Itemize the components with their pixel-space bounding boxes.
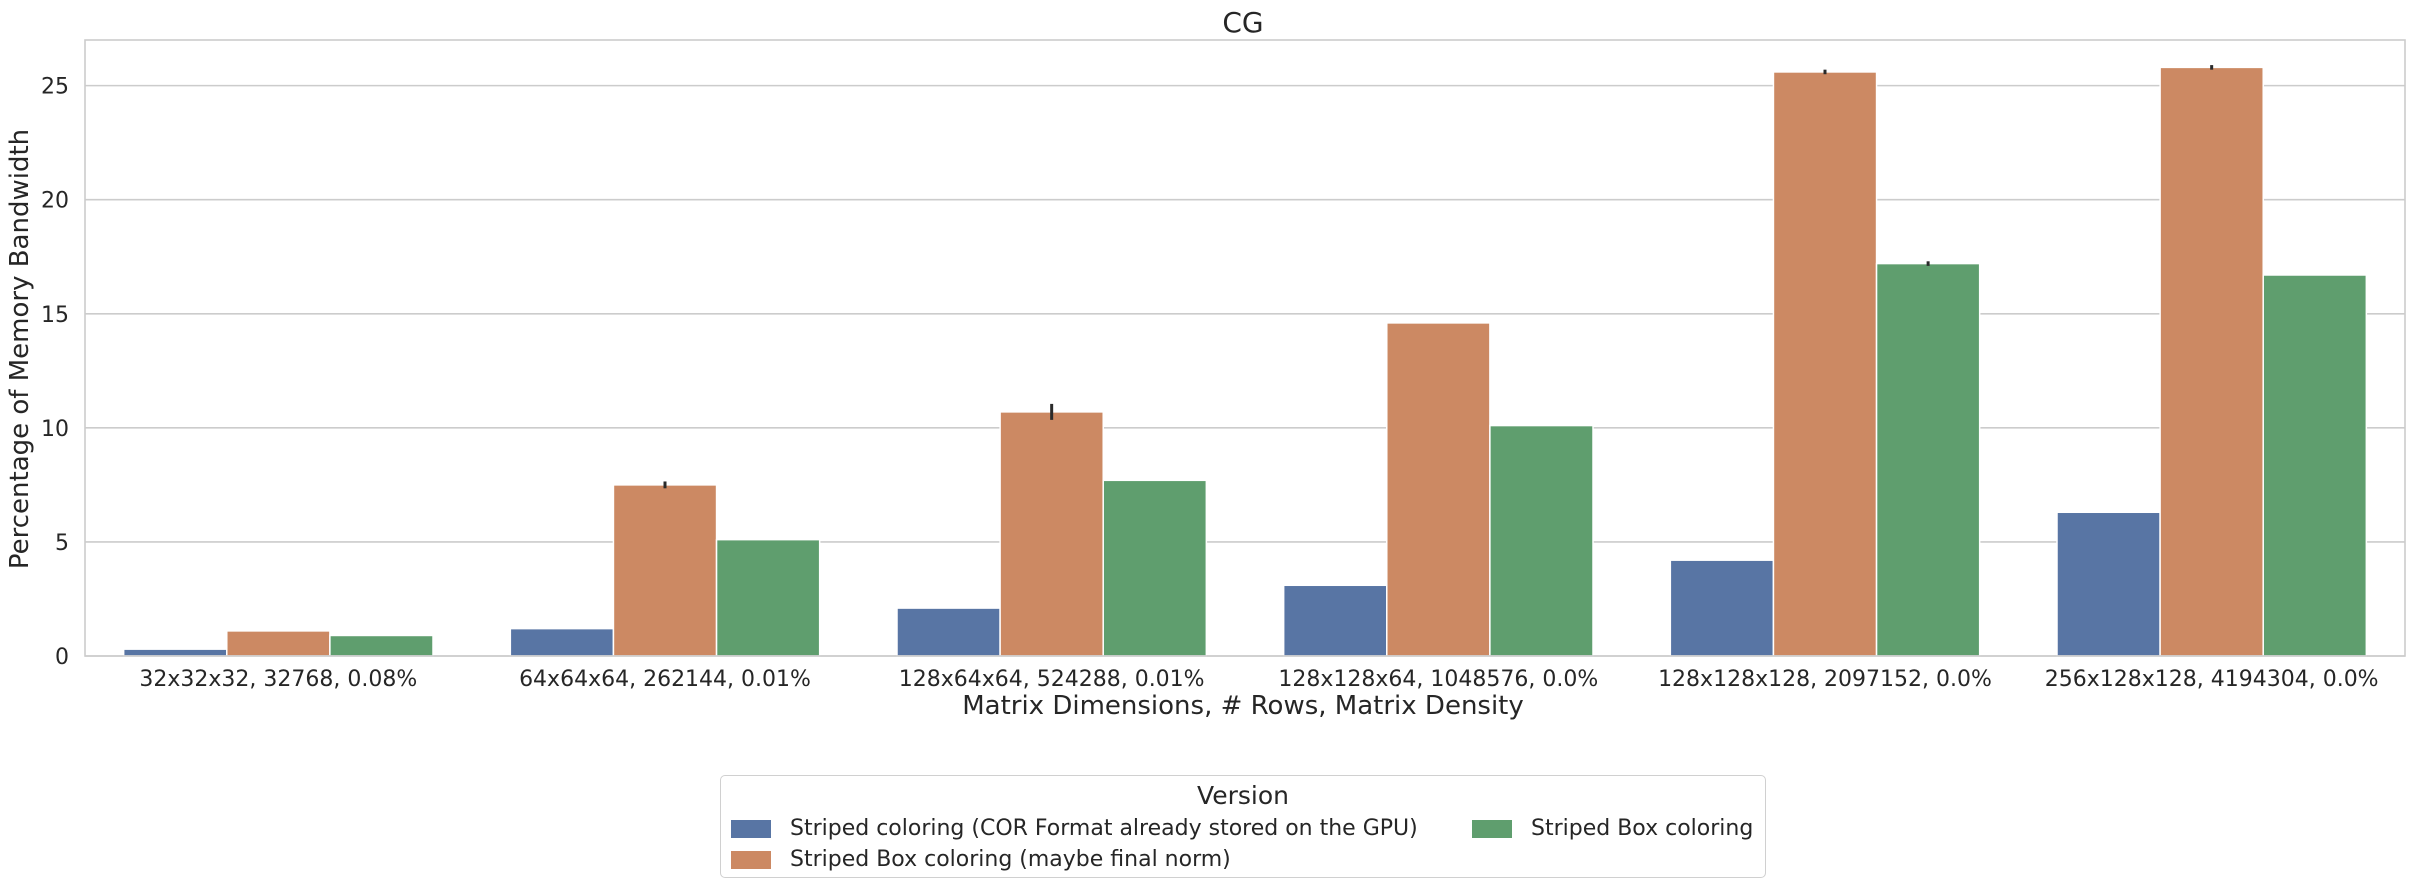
legend-item-series-3: Striped Box coloring [1472, 816, 1753, 841]
x-tick-label: 64x64x64, 262144, 0.01% [519, 667, 811, 692]
legend-label-series-3: Striped Box coloring [1531, 816, 1754, 841]
x-tick-label: 128x64x64, 524288, 0.01% [899, 667, 1205, 692]
legend-swatch-series-2 [731, 850, 771, 869]
legend-item-series-1: Striped coloring (COR Format already sto… [731, 816, 1418, 841]
error-bars [663, 65, 2214, 489]
plot-frame [84, 39, 2406, 657]
bar-series-1 [2056, 511, 2161, 657]
legend-label-series-1: Striped coloring (COR Format already sto… [790, 816, 1418, 841]
y-tick-label: 5 [55, 531, 69, 556]
legend-item-series-2: Striped Box coloring (maybe final norm) [731, 847, 1231, 872]
y-tick-label: 0 [55, 645, 69, 670]
legend-swatch-series-3 [1472, 819, 1512, 838]
bar-series-2 [612, 484, 718, 657]
bar-series-3 [1102, 479, 1208, 657]
chart-title: CG [1222, 6, 1263, 39]
bar-series-2 [1386, 322, 1491, 657]
y-tick-label: 15 [41, 303, 69, 328]
y-axis-label: Percentage of Memory Bandwidth [5, 129, 35, 569]
bar-series-3 [1875, 262, 1981, 657]
x-tick-label: 32x32x32, 32768, 0.08% [139, 667, 417, 692]
bar-series-3 [329, 634, 434, 657]
bar-series-2 [1772, 71, 1878, 657]
bar-series-2 [2159, 66, 2264, 657]
legend-title: Version [1197, 781, 1289, 810]
bar-series-1 [1282, 584, 1388, 657]
legend-swatch-series-1 [731, 819, 771, 838]
x-tick-labels: 32x32x32, 32768, 0.08% 64x64x64, 262144, … [139, 667, 2378, 692]
y-tick-labels: 0 5 10 15 20 25 [41, 75, 69, 670]
bar-series-1 [896, 607, 1001, 657]
bar-series-3 [2262, 274, 2368, 657]
bar-series-2 [999, 411, 1104, 657]
x-tick-label: 128x128x128, 2097152, 0.0% [1658, 667, 1992, 692]
legend-label-series-2: Striped Box coloring (maybe final norm) [790, 847, 1231, 872]
bar-series-1 [122, 648, 228, 657]
bar-series-3 [1489, 424, 1594, 657]
y-tick-label: 25 [41, 75, 69, 100]
y-tick-label: 20 [41, 189, 69, 214]
x-tick-label: 256x128x128, 4194304, 0.0% [2045, 667, 2379, 692]
y-tick-label: 10 [41, 417, 69, 442]
bar-series-3 [715, 538, 821, 657]
bar-series-1 [509, 627, 615, 657]
bars [122, 66, 2368, 657]
bar-series-2 [226, 630, 331, 657]
bar-series-1 [1669, 559, 1775, 657]
x-axis-label: Matrix Dimensions, # Rows, Matrix Densit… [962, 691, 1524, 721]
legend: Version Striped coloring (COR Format alr… [720, 775, 1766, 878]
x-tick-label: 128x128x64, 1048576, 0.0% [1278, 667, 1598, 692]
